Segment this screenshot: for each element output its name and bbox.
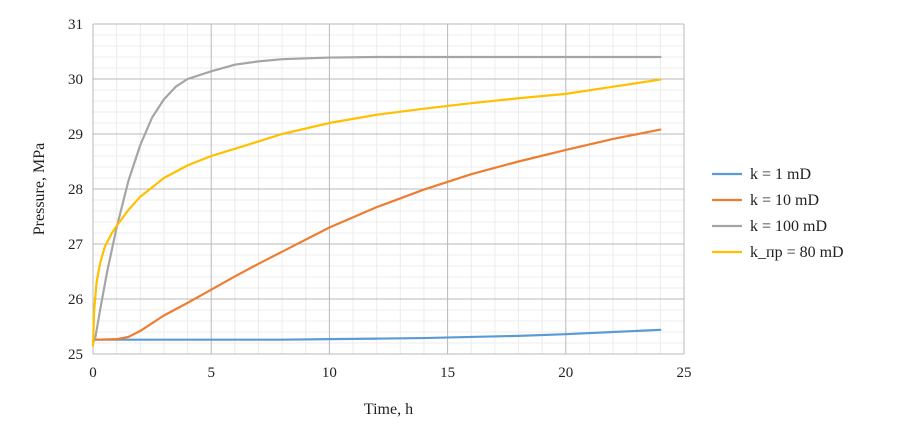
y-tick-label: 25 [68,347,83,363]
x-axis-ticks: 0 5 10 15 20 25 [89,365,691,381]
major-grid [92,23,685,355]
legend-label: k_пр = 80 mD [750,244,844,261]
legend-label: k = 10 mD [750,192,819,209]
x-tick-label: 20 [558,365,573,381]
y-tick-label: 26 [68,292,84,308]
y-axis-title: Pressure, MPa [31,143,48,235]
x-axis-title: Time, h [364,401,413,418]
y-axis-ticks: 25 26 27 28 29 30 31 [68,17,84,363]
series-line-2 [91,128,662,342]
y-tick-label: 28 [68,182,83,198]
y-tick-label: 30 [68,72,83,88]
legend-label: k = 1 mD [750,166,811,183]
x-tick-label: 15 [440,365,455,381]
legend: k = 1 mD k = 10 mD k = 100 mD k_пр = 80 mD [712,166,844,261]
series-lines [91,55,662,347]
series-line-3 [91,55,662,345]
y-tick-label: 27 [68,237,84,253]
y-tick-label: 31 [68,17,83,33]
x-tick-label: 10 [322,365,337,381]
x-tick-label: 0 [89,365,97,381]
x-tick-label: 5 [207,365,215,381]
x-tick-label: 25 [677,365,692,381]
y-tick-label: 29 [68,127,83,143]
series-line-4 [91,78,662,347]
legend-label: k = 100 mD [750,218,827,235]
series-line-1 [91,328,662,342]
